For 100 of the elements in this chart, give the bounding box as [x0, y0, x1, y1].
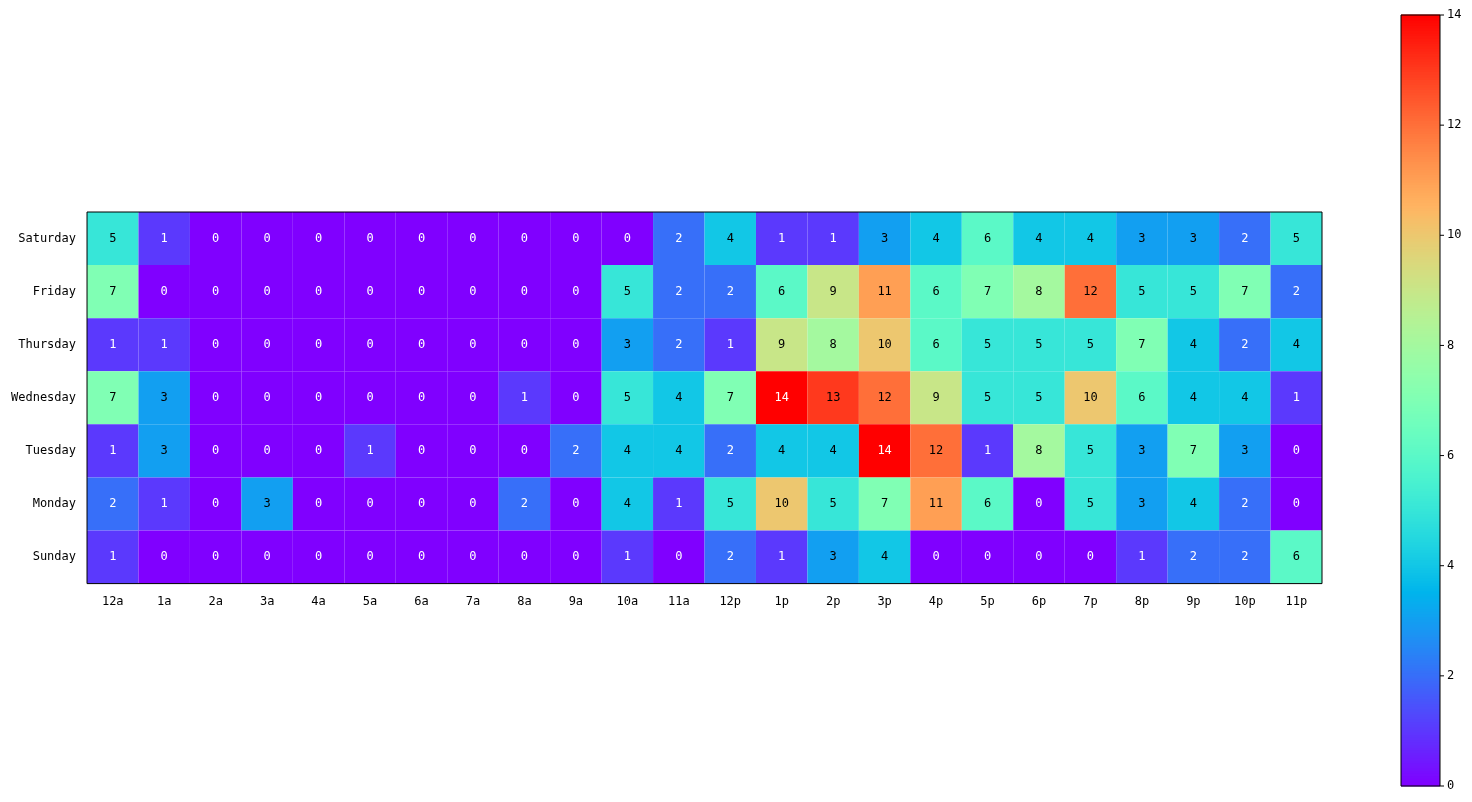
data-label: 0 [520, 336, 529, 351]
data-label: 0 [263, 283, 271, 298]
data-label: 5 [623, 283, 631, 298]
data-label: 3 [1241, 443, 1249, 458]
data-label: 0 [1292, 443, 1300, 458]
data-label: 13 [825, 389, 841, 404]
data-label: 0 [572, 389, 580, 404]
data-label: 3 [160, 443, 168, 458]
data-label: 0 [572, 549, 580, 564]
data-label: 4 [1189, 496, 1197, 511]
color-bar-label: 6 [1447, 447, 1455, 462]
x-tick-label: 4p [928, 593, 944, 608]
data-label: 0 [212, 230, 220, 245]
data-label: 5 [1035, 336, 1043, 351]
data-label: 3 [1138, 230, 1146, 245]
x-tick-label: 6a [414, 593, 429, 608]
x-tick-label: 2p [825, 593, 841, 608]
data-label: 0 [314, 496, 323, 511]
data-label: 5 [983, 336, 992, 351]
x-tick-label: 8a [517, 593, 532, 608]
data-label: 2 [109, 496, 117, 511]
data-label: 2 [726, 549, 734, 564]
data-label: 0 [417, 336, 426, 351]
data-label: 5 [983, 389, 992, 404]
data-label: 0 [469, 389, 477, 404]
x-tick-label: 9p [1186, 593, 1201, 608]
data-label: 1 [675, 496, 683, 511]
data-label: 4 [932, 230, 940, 245]
data-label: 0 [263, 549, 271, 564]
color-bar-label: 4 [1447, 557, 1455, 572]
data-label: 0 [314, 230, 323, 245]
data-label: 7 [880, 496, 889, 511]
data-label: 0 [314, 549, 323, 564]
data-label: 9 [829, 283, 837, 298]
color-bar-label: 10 [1447, 227, 1462, 242]
data-label: 1 [160, 230, 168, 245]
data-label: 1 [778, 549, 786, 564]
data-label: 4 [778, 443, 786, 458]
data-label: 3 [1189, 230, 1197, 245]
data-label: 3 [623, 336, 631, 351]
y-tick-label: Monday [32, 496, 77, 511]
data-label: 0 [212, 283, 220, 298]
data-label: 1 [623, 549, 631, 564]
data-label: 0 [983, 549, 992, 564]
data-label: 1 [1138, 549, 1146, 564]
data-label: 0 [1086, 549, 1095, 564]
data-label: 0 [572, 496, 580, 511]
data-label: 0 [314, 389, 323, 404]
x-tick-label: 5p [980, 593, 995, 608]
data-label: 0 [314, 283, 323, 298]
x-tick-label: 6p [1031, 593, 1047, 608]
data-label: 0 [366, 230, 374, 245]
data-label: 5 [1086, 336, 1095, 351]
data-label: 7 [1189, 443, 1197, 458]
data-label: 0 [469, 443, 477, 458]
data-label: 2 [726, 443, 734, 458]
data-label: 12 [1083, 283, 1098, 298]
data-label: 5 [109, 230, 117, 245]
data-label: 2 [1241, 230, 1249, 245]
data-label: 12 [928, 443, 944, 458]
y-tick-label: Wednesday [10, 389, 77, 404]
data-label: 7 [1138, 336, 1146, 351]
data-label: 4 [880, 549, 889, 564]
data-label: 5 [1086, 443, 1095, 458]
x-tick-label: 5a [362, 593, 378, 608]
data-label: 0 [469, 549, 477, 564]
data-label: 0 [417, 230, 426, 245]
data-label: 2 [1292, 283, 1300, 298]
data-label: 2 [1241, 336, 1249, 351]
y-tick-label: Tuesday [25, 443, 77, 458]
x-tick-label: 1a [156, 593, 172, 608]
data-label: 1 [366, 443, 374, 458]
data-label: 2 [1241, 496, 1249, 511]
data-label: 0 [160, 549, 168, 564]
data-label: 0 [212, 443, 220, 458]
data-label: 5 [726, 496, 734, 511]
data-label: 7 [109, 283, 117, 298]
data-label: 2 [572, 443, 580, 458]
color-bar-label: 14 [1447, 7, 1462, 22]
data-label: 0 [520, 283, 529, 298]
data-label: 0 [572, 283, 580, 298]
data-label: 0 [1035, 549, 1043, 564]
data-label: 3 [160, 389, 168, 404]
y-tick-label: Friday [32, 283, 77, 298]
data-label: 0 [263, 336, 271, 351]
data-label: 0 [469, 230, 477, 245]
data-label: 1 [160, 336, 168, 351]
data-label: 5 [1138, 283, 1146, 298]
data-label: 0 [314, 336, 323, 351]
data-label: 9 [778, 336, 786, 351]
y-tick-label: Thursday [18, 336, 77, 351]
x-tick-label: 4a [311, 593, 326, 608]
x-tick-label: 11p [1285, 593, 1308, 608]
x-tick-label: 2a [208, 593, 223, 608]
data-label: 0 [160, 283, 168, 298]
data-label: 4 [1086, 230, 1095, 245]
data-label: 1 [520, 389, 529, 404]
data-label: 1 [829, 230, 837, 245]
data-label: 0 [417, 443, 426, 458]
data-label: 4 [829, 443, 837, 458]
